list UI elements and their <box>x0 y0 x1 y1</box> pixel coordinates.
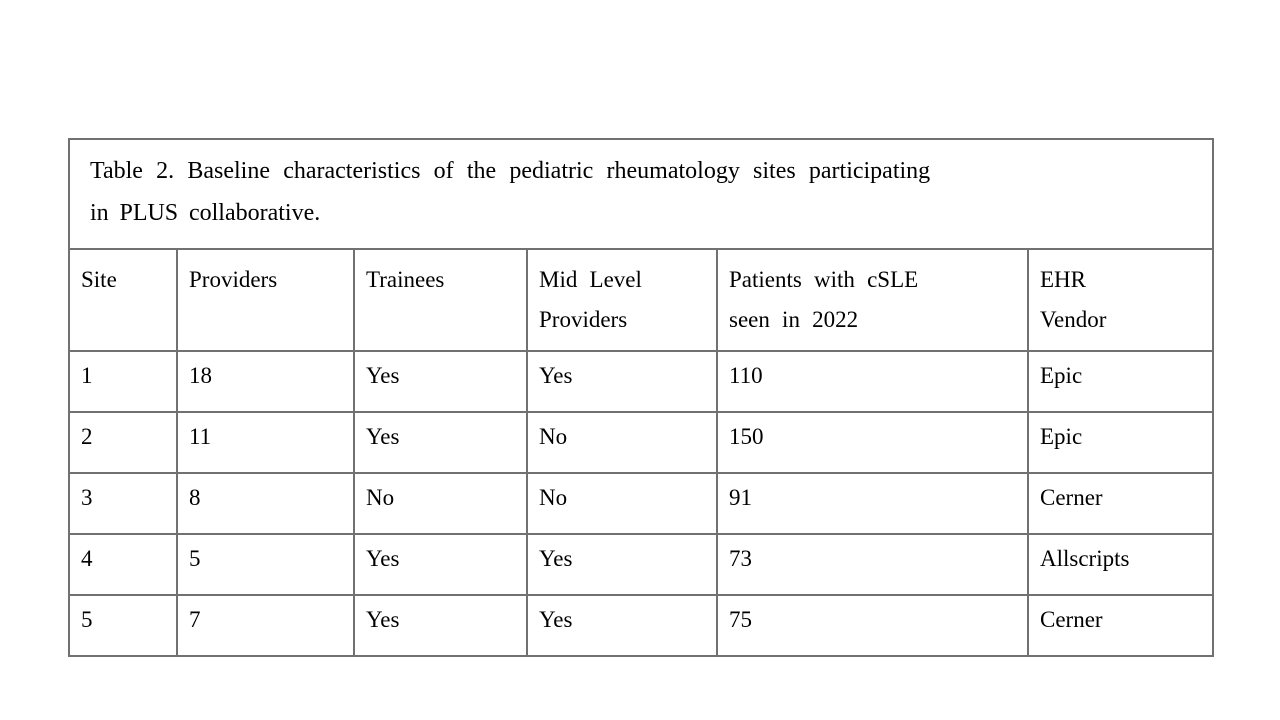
cell-mid-level: Yes <box>526 350 718 413</box>
caption-line-2: in PLUS collaborative. <box>90 200 321 226</box>
cell-providers: 7 <box>176 594 355 657</box>
cell-site: 4 <box>68 533 178 596</box>
cell-patients: 73 <box>716 533 1029 596</box>
column-header-patients-csle: Patients with cSLE seen in 2022 <box>716 248 1029 352</box>
cell-patients: 75 <box>716 594 1029 657</box>
cell-patients: 110 <box>716 350 1029 413</box>
caption-row: Table 2. Baseline characteristics of the… <box>67 138 1215 250</box>
cell-providers: 18 <box>176 350 355 413</box>
cell-mid-level: Yes <box>526 533 718 596</box>
column-header-mid-level-line-2: Providers <box>539 307 628 332</box>
cell-site: 2 <box>68 411 178 474</box>
column-header-trainees-label: Trainees <box>366 267 445 292</box>
cell-site: 3 <box>68 472 178 535</box>
cell-trainees: Yes <box>353 411 528 474</box>
cell-trainees: Yes <box>353 594 528 657</box>
column-header-patients-line-2: seen in 2022 <box>729 307 859 332</box>
baseline-characteristics-table: Table 2. Baseline characteristics of the… <box>67 138 1215 657</box>
cell-mid-level: No <box>526 411 718 474</box>
cell-patients: 150 <box>716 411 1029 474</box>
column-header-patients-line-1: Patients with cSLE <box>729 267 919 292</box>
cell-trainees: Yes <box>353 350 528 413</box>
cell-ehr-vendor: Allscripts <box>1026 533 1215 596</box>
cell-mid-level: No <box>526 472 718 535</box>
column-header-site-label: Site <box>81 267 117 292</box>
column-header-providers-label: Providers <box>189 267 278 292</box>
cell-site: 1 <box>68 350 178 413</box>
cell-providers: 8 <box>176 472 355 535</box>
cell-ehr-vendor: Cerner <box>1026 472 1215 535</box>
cell-providers: 11 <box>176 411 355 474</box>
table-row: 4 5 Yes Yes 73 Allscripts <box>68 533 1215 596</box>
column-header-ehr-line-1: EHR <box>1040 267 1086 292</box>
column-header-site: Site <box>68 248 178 352</box>
column-header-mid-level-line-1: Mid Level <box>539 267 642 292</box>
column-header-trainees: Trainees <box>353 248 528 352</box>
cell-trainees: No <box>353 472 528 535</box>
cell-site: 5 <box>68 594 178 657</box>
cell-patients: 91 <box>716 472 1029 535</box>
caption-line-1: Table 2. Baseline characteristics of the… <box>90 158 931 184</box>
table-row: 1 18 Yes Yes 110 Epic <box>68 350 1215 413</box>
column-header-ehr-vendor: EHR Vendor <box>1026 248 1215 352</box>
table-row: 3 8 No No 91 Cerner <box>68 472 1215 535</box>
column-header-providers: Providers <box>176 248 355 352</box>
cell-ehr-vendor: Epic <box>1026 350 1215 413</box>
column-header-mid-level-providers: Mid Level Providers <box>526 248 718 352</box>
cell-trainees: Yes <box>353 533 528 596</box>
cell-providers: 5 <box>176 533 355 596</box>
cell-ehr-vendor: Cerner <box>1026 594 1215 657</box>
column-header-ehr-line-2: Vendor <box>1040 307 1107 332</box>
header-row: Site Providers Trainees Mid Level Provid… <box>68 248 1215 352</box>
table-row: 2 11 Yes No 150 Epic <box>68 411 1215 474</box>
cell-ehr-vendor: Epic <box>1026 411 1215 474</box>
cell-mid-level: Yes <box>526 594 718 657</box>
table-row: 5 7 Yes Yes 75 Cerner <box>68 594 1215 657</box>
table-caption: Table 2. Baseline characteristics of the… <box>67 138 1215 250</box>
